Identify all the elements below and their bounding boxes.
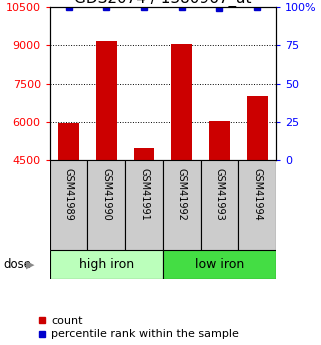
Bar (171, 44, 192, 160)
Bar (247, 97, 268, 160)
Bar (134, 148, 154, 160)
Bar (125, 160, 163, 250)
Bar (238, 160, 276, 250)
Text: GSM41994: GSM41994 (252, 168, 262, 220)
Title: GDS2074 / 1380967_at: GDS2074 / 1380967_at (74, 0, 252, 7)
Bar (163, 250, 276, 279)
Legend: count, percentile rank within the sample: count, percentile rank within the sample (38, 316, 239, 339)
Bar (50, 160, 87, 250)
Bar (201, 160, 238, 250)
Text: low iron: low iron (195, 258, 244, 271)
Bar (96, 41, 117, 160)
Text: GSM41991: GSM41991 (139, 168, 149, 220)
Text: ▶: ▶ (26, 260, 35, 270)
Bar (209, 121, 230, 160)
Bar (50, 250, 163, 279)
Text: dose: dose (3, 258, 31, 272)
Bar (87, 160, 125, 250)
Text: GSM41989: GSM41989 (64, 168, 74, 220)
Bar (163, 160, 201, 250)
Text: GSM41992: GSM41992 (177, 168, 187, 220)
Bar (58, 123, 79, 160)
Text: GSM41990: GSM41990 (101, 168, 111, 220)
Text: high iron: high iron (79, 258, 134, 271)
Text: GSM41993: GSM41993 (214, 168, 224, 220)
